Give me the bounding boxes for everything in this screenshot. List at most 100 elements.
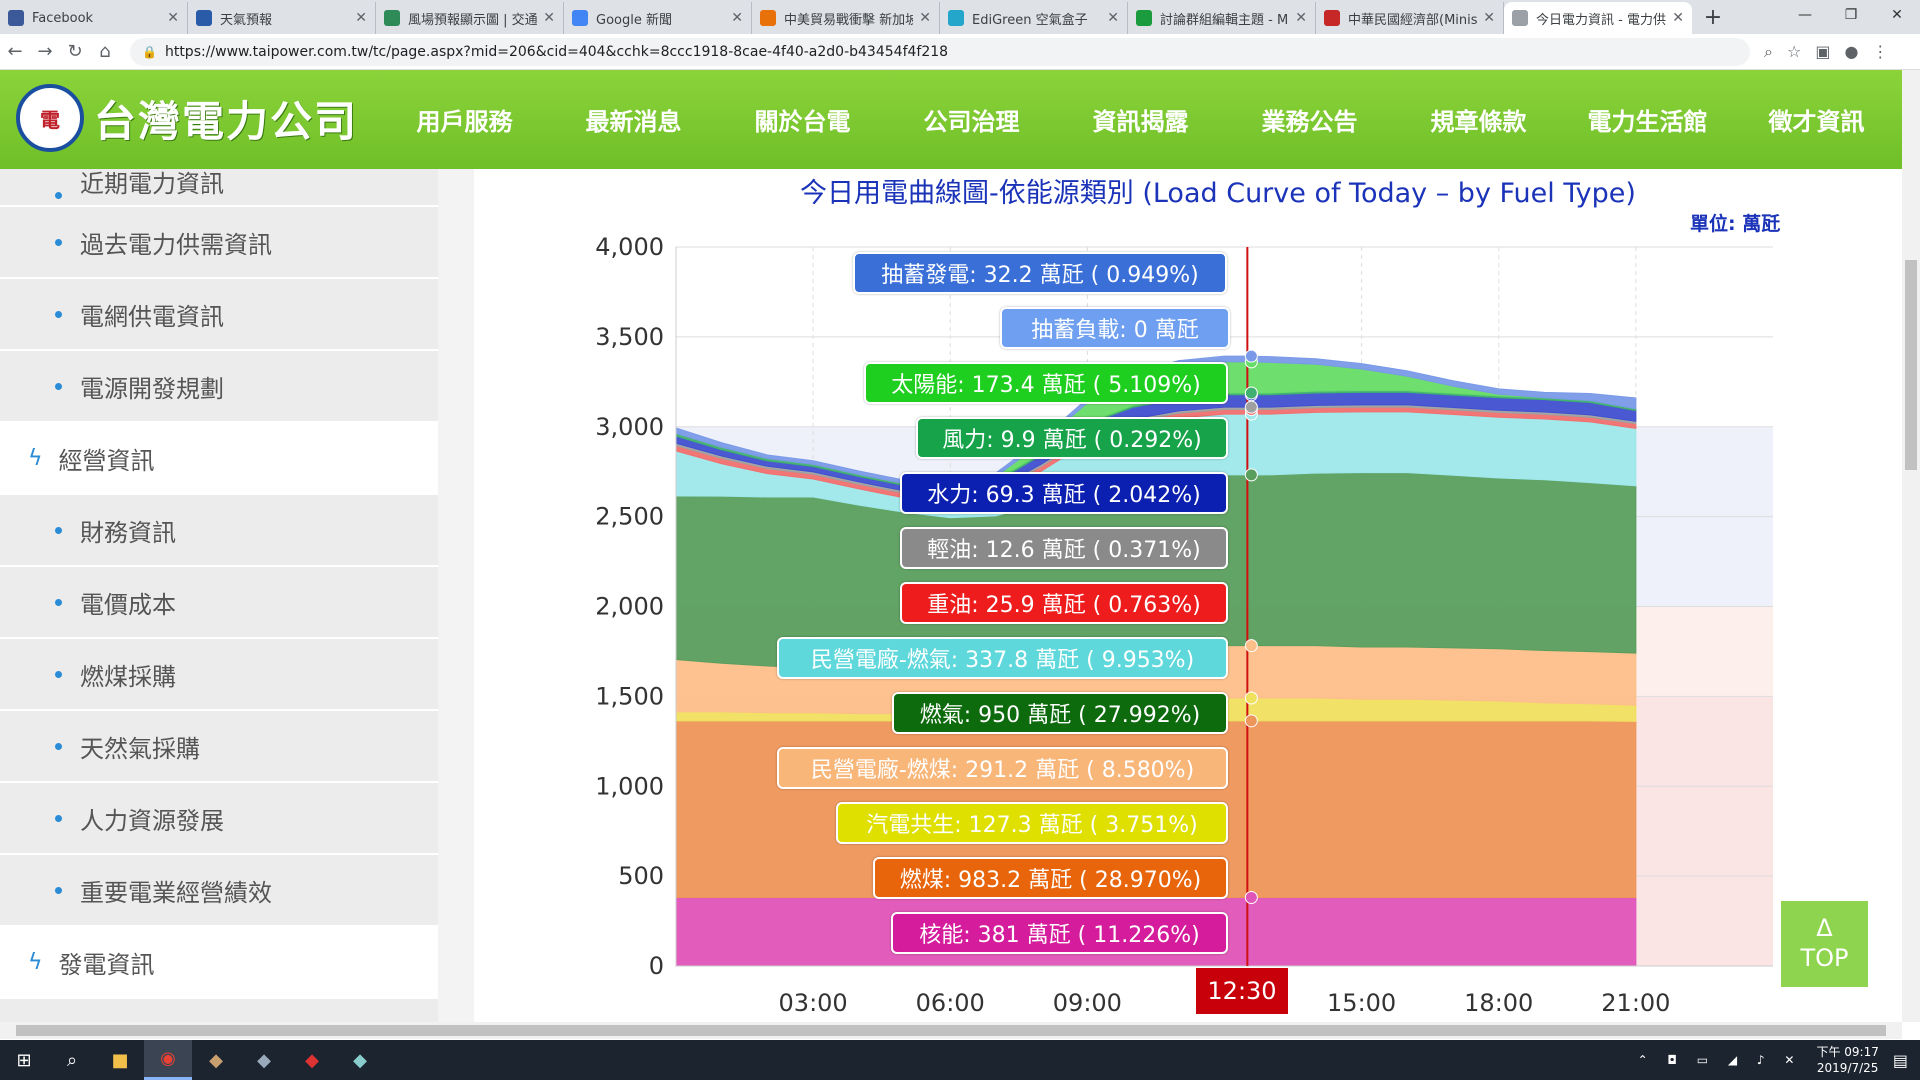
tab-title: Facebook	[32, 10, 94, 26]
bullet-icon	[55, 670, 62, 678]
sidebar-item[interactable]: 電網供電資訊	[0, 279, 438, 351]
marker-燃氣	[1244, 468, 1258, 482]
bullet-icon	[55, 238, 62, 246]
tray-icons[interactable]: ⌃ ◘ ▭ ◢ ♪ ✕	[1637, 1053, 1803, 1067]
close-window-icon[interactable]: ✕	[1891, 7, 1903, 23]
tab-close-icon[interactable]: ✕	[355, 10, 367, 26]
restore-icon[interactable]: ❐	[1844, 7, 1858, 23]
tab-title: 中華民國經濟部(Minis	[1348, 12, 1478, 28]
sidebar-item[interactable]: 近期電力資訊	[0, 169, 438, 207]
back-icon[interactable]: ←	[7, 41, 23, 62]
tab-close-icon[interactable]: ✕	[1672, 10, 1684, 26]
taipower-logo[interactable]: 電 台灣電力公司	[16, 84, 358, 152]
tab-close-icon[interactable]: ✕	[919, 10, 931, 26]
nav-item[interactable]: 關於台電	[754, 108, 851, 136]
browser-tab[interactable]: 今日電力資訊 - 電力供 ✕	[1504, 2, 1692, 34]
home-icon[interactable]: ⌂	[99, 41, 111, 62]
bookmark-star-icon[interactable]: ☆	[1786, 41, 1802, 61]
chart-title: 今日用電曲線圖-依能源類別 (Load Curve of Today – by …	[800, 178, 1636, 209]
y-tick-label: 1,000	[595, 772, 664, 800]
browser-tab[interactable]: 討論群組編輯主題 - M ✕	[1128, 2, 1316, 34]
reload-icon[interactable]: ↻	[67, 41, 83, 62]
chrome-taskbar-icon[interactable]: ◉	[144, 1040, 192, 1080]
browser-tab[interactable]: 風場預報顯示圖 | 交通部 ✕	[376, 2, 564, 34]
back-to-top-button[interactable]: Δ TOP	[1781, 901, 1868, 987]
sidebar-label: 發電資訊	[58, 950, 155, 979]
nav-item[interactable]: 業務公告	[1261, 108, 1358, 136]
browser-tab[interactable]: EdiGreen 空氣盒子 ✕	[940, 2, 1128, 34]
file-explorer-icon[interactable]: ■	[111, 1049, 129, 1071]
sidebar-item[interactable]: 財務資訊	[0, 495, 438, 567]
tab-close-icon[interactable]: ✕	[543, 10, 555, 26]
new-tab-button[interactable]: +	[1703, 4, 1723, 30]
nav-item[interactable]: 用戶服務	[416, 108, 513, 136]
app-taskbar-icon[interactable]: ◆	[257, 1049, 271, 1071]
sidebar-section[interactable]: ϟ 發電資訊	[0, 927, 438, 999]
horizontal-scrollbar[interactable]	[0, 1022, 1902, 1039]
menu-icon[interactable]: ⋮	[1872, 41, 1889, 61]
extension-icon[interactable]: ▣	[1815, 41, 1831, 61]
bullet-icon	[55, 526, 62, 534]
app-taskbar-icon[interactable]: ◆	[209, 1049, 223, 1071]
forward-icon[interactable]: →	[37, 41, 53, 62]
profile-avatar-icon[interactable]: ●	[1844, 41, 1859, 61]
tab-close-icon[interactable]: ✕	[1295, 10, 1307, 26]
browser-tab[interactable]: 中美貿易戰衝擊 新加坡 ✕	[752, 2, 940, 34]
sidebar-item[interactable]: 燃煤採購	[0, 639, 438, 711]
sidebar-section[interactable]: ϟ 經營資訊	[0, 423, 438, 495]
chart-tooltip: 民營電廠-燃氣: 337.8 萬瓩 ( 9.953%)	[777, 637, 1228, 679]
notification-icon[interactable]: ▤	[1892, 1050, 1908, 1070]
browser-tab[interactable]: 天氣預報 ✕	[188, 2, 376, 34]
sidebar-item[interactable]: 天然氣採購	[0, 711, 438, 783]
sidebar-item[interactable]: 人力資源發展	[0, 783, 438, 855]
tab-close-icon[interactable]: ✕	[1107, 10, 1119, 26]
windows-start-icon[interactable]: ⊞	[16, 1049, 32, 1071]
sidebar-item[interactable]: 重要電業經營績效	[0, 855, 438, 927]
sidebar-label: 人力資源發展	[80, 806, 224, 835]
tab-close-icon[interactable]: ✕	[731, 10, 743, 26]
marker-核能	[1244, 891, 1258, 905]
app-taskbar-icon[interactable]: ◆	[353, 1049, 367, 1071]
window-controls: — ❐ ✕	[1782, 0, 1920, 30]
nav-item[interactable]: 規章條款	[1430, 108, 1527, 136]
main-nav: 用戶服務 最新消息 關於台電 公司治理 資訊揭露 業務公告 規章條款 電力生活館 徵才資訊	[380, 70, 1901, 169]
tab-title: EdiGreen 空氣盒子	[972, 12, 1088, 28]
clock[interactable]: 下午 09:17 2019/7/25	[1816, 1045, 1879, 1075]
nav-item[interactable]: 徵才資訊	[1768, 108, 1865, 136]
zoom-icon[interactable]: ⌕	[1764, 41, 1773, 61]
x-tick-label: 09:00	[1053, 989, 1122, 1017]
top-label: TOP	[1800, 944, 1849, 972]
sidebar-item[interactable]: 電源開發規劃	[0, 351, 438, 423]
nav-item[interactable]: 公司治理	[923, 108, 1020, 136]
sidebar-item[interactable]: 過去電力供需資訊	[0, 207, 438, 279]
sidebar-item[interactable]: 電價成本	[0, 567, 438, 639]
chart-tooltip: 輕油: 12.6 萬瓩 ( 0.371%)	[900, 527, 1228, 569]
app-taskbar-icon[interactable]: ◆	[305, 1049, 319, 1071]
tab-title: 風場預報顯示圖 | 交通部	[408, 12, 538, 28]
tab-close-icon[interactable]: ✕	[167, 10, 179, 26]
chart-unit-label: 單位: 萬瓩	[1690, 213, 1781, 235]
nav-item[interactable]: 資訊揭露	[1092, 108, 1189, 136]
browser-tab[interactable]: 中華民國經濟部(Minis ✕	[1316, 2, 1504, 34]
y-tick-label: 2,000	[595, 593, 664, 621]
minimize-icon[interactable]: —	[1798, 7, 1812, 23]
chart-tooltip: 燃煤: 983.2 萬瓩 ( 28.970%)	[873, 857, 1228, 899]
marker-燃煤	[1244, 714, 1258, 728]
nav-item[interactable]: 最新消息	[585, 108, 682, 136]
vertical-scrollbar[interactable]	[1902, 70, 1920, 1022]
lock-icon: 🔒	[142, 44, 157, 59]
lightning-icon: ϟ	[28, 949, 43, 975]
tab-close-icon[interactable]: ✕	[1483, 10, 1495, 26]
logo-emblem-icon: 電	[16, 84, 84, 152]
browser-tab[interactable]: Google 新聞 ✕	[564, 2, 752, 34]
tab-favicon-icon	[1324, 10, 1340, 26]
tab-title: Google 新聞	[596, 12, 672, 28]
chart-tooltip: 核能: 381 萬瓩 ( 11.226%)	[891, 912, 1228, 954]
address-bar[interactable]: 🔒 https://www.taipower.com.tw/tc/page.as…	[130, 37, 1750, 66]
search-icon[interactable]: ⌕	[66, 1049, 78, 1071]
marker-民營電廠-燃煤	[1244, 639, 1258, 653]
x-tick-label: 21:00	[1601, 989, 1670, 1017]
browser-tab[interactable]: Facebook ✕	[0, 2, 188, 34]
nav-item[interactable]: 電力生活館	[1587, 108, 1708, 136]
bullet-icon	[55, 886, 62, 894]
